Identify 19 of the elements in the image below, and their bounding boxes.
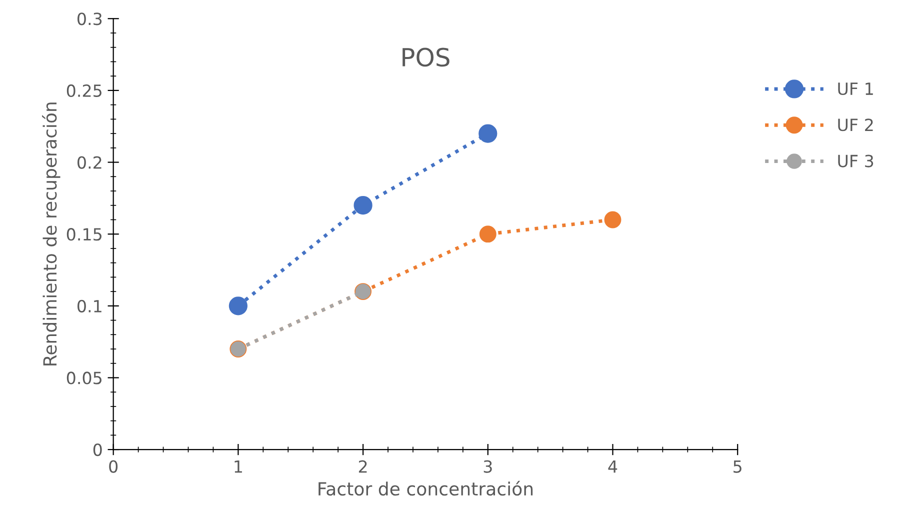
y-tick-label: 0.05	[66, 372, 102, 384]
y-tick-label: 0.2	[78, 156, 102, 169]
legend-label: UF 1	[838, 82, 873, 96]
x-tick-label: 4	[608, 460, 618, 473]
x-axis-title: Factor de concentración	[318, 480, 533, 496]
y-tick-label: 0.3	[78, 12, 102, 26]
y-tick-label: 0.15	[66, 228, 102, 241]
y-tick-label: 0	[93, 444, 102, 456]
x-tick-label: 0	[109, 460, 118, 473]
x-tick-label: 2	[358, 460, 367, 473]
x-tick-label: 1	[234, 460, 242, 473]
text: POS	[402, 48, 450, 67]
legend-label: UF 3	[838, 154, 874, 168]
x-tick-label: 5	[734, 460, 742, 473]
y-tick-label: 0.1	[78, 300, 102, 312]
x-tick-label: 3	[484, 460, 492, 473]
y-tick-label: 0.25	[66, 84, 102, 98]
legend-label: UF 2	[838, 118, 873, 132]
y-axis-title: Rendimiento de recuperación	[42, 102, 60, 366]
